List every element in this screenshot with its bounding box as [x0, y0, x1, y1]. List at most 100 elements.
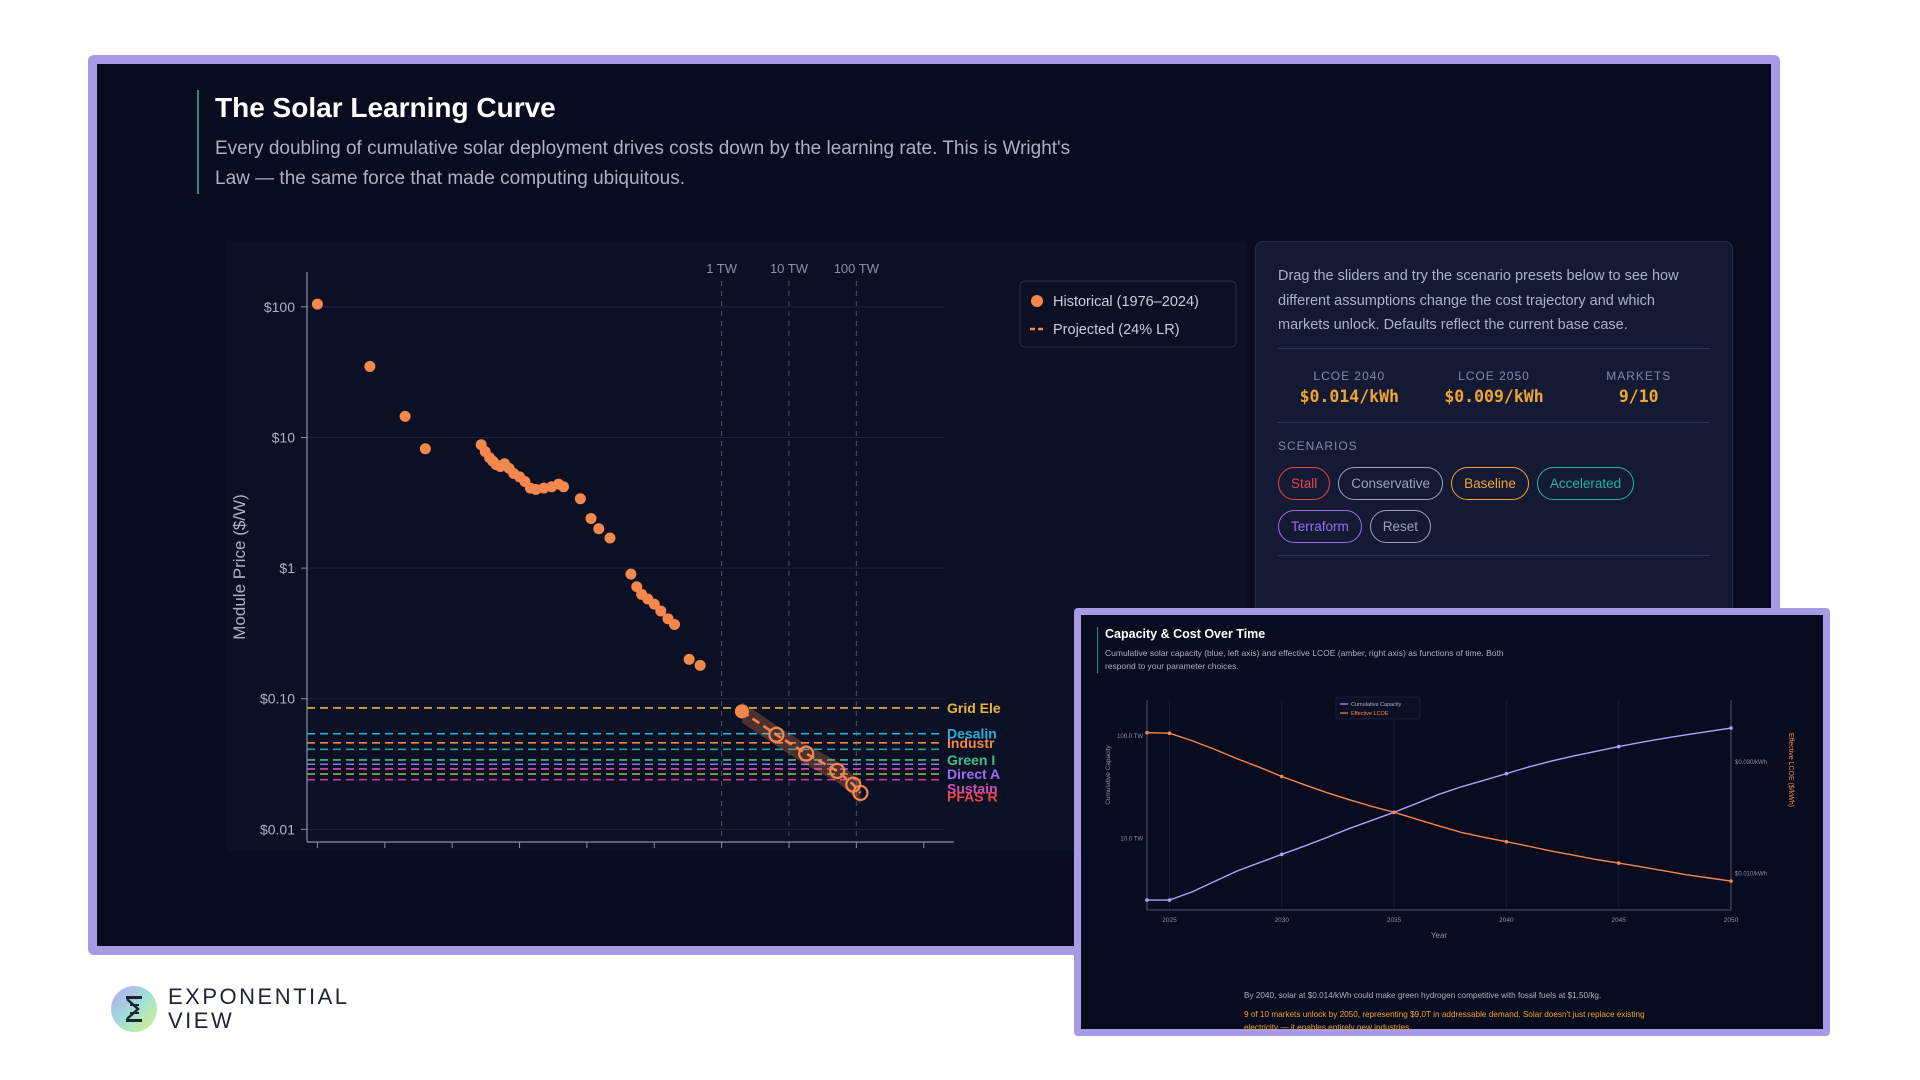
capacity-point [1616, 744, 1621, 749]
capacity-cost-panel: 2025 2030 2035 2040 2045 2050 100.0 TW 10.0 TW $… [1074, 608, 1830, 1036]
kpi-value: 9/10 [1618, 386, 1659, 406]
kpi-markets: MARKETS 9/10 [1567, 369, 1710, 406]
inset-title: Capacity & Cost Over Time [1105, 627, 1266, 641]
tw-marker-label: 10 TW [770, 261, 809, 276]
legend-lcoe-label: Effective LCOE [1351, 711, 1389, 717]
capacity-point [1167, 898, 1172, 902]
x-axis-title: Year [1431, 931, 1448, 940]
historical-point [683, 653, 695, 665]
logo-line-1: EXPONENTIAL [168, 984, 350, 1009]
preset-terraform-button[interactable]: Terraform [1278, 509, 1362, 543]
legend-box [1335, 696, 1421, 720]
x-tick-label: 2040 [1499, 917, 1514, 924]
preset-baseline-button[interactable]: Baseline [1451, 466, 1529, 500]
market-threshold-label: PFAS R [947, 789, 998, 805]
x-tick-label: 2045 [1611, 917, 1626, 924]
preset-stall-button[interactable]: Stall [1278, 466, 1331, 500]
projected-point [768, 726, 785, 743]
capacity-point [1504, 771, 1509, 776]
historical-point [694, 659, 706, 671]
exponential-view-logo: EXPONENTIAL VIEW [110, 985, 350, 1033]
logo-text: EXPONENTIAL VIEW [168, 985, 350, 1033]
historical-point [399, 410, 411, 422]
left-tick-label: 100.0 TW [1117, 734, 1143, 740]
chart-legend: Historical (1976–2024) Projected (24% LR) [1019, 280, 1237, 348]
legend-historical-marker [1031, 295, 1043, 307]
y-tick-label: $0.10 [260, 691, 295, 707]
y-tick-label: $0.01 [260, 821, 295, 837]
preset-reset-button[interactable]: Reset [1369, 509, 1432, 543]
x-tick-label: 2050 [1724, 917, 1739, 924]
right-tick-label: $0.030/kWh [1735, 760, 1767, 766]
projected-point [829, 762, 846, 780]
scenario-presets: Stall Conservative Baseline Accelerated … [1278, 466, 1718, 545]
historical-point [669, 619, 681, 631]
historical-point [585, 512, 597, 524]
lcoe-point [1504, 839, 1509, 844]
historical-point [558, 481, 570, 493]
capacity-line [1147, 727, 1732, 901]
historical-point [648, 598, 660, 610]
historical-point [625, 568, 637, 580]
historical-point [311, 298, 323, 310]
historical-point [604, 532, 616, 544]
right-axis-title: Effective LCOE ($/kWh) [1787, 733, 1794, 807]
lcoe-line [1146, 731, 1732, 882]
divider [1278, 347, 1710, 349]
right-tick-label: $0.010/kWh [1735, 872, 1767, 878]
x-tick-label: 2035 [1387, 917, 1402, 924]
kpi-label: LCOE 2050 [1458, 368, 1530, 383]
exponential-view-logo-icon [111, 986, 157, 1032]
lcoe-point [1392, 810, 1396, 815]
projected-line [741, 710, 862, 794]
kpi-row: LCOE 2040 $0.014/kWh LCOE 2050 $0.009/kW… [1278, 359, 1710, 412]
inset-subtitle: Cumulative solar capacity (blue, left ax… [1105, 648, 1504, 671]
markets-note: 9 of 10 markets unlock by 2050, represen… [1244, 1010, 1645, 1032]
inset-legend: Cumulative Capacity Effective LCOE [1335, 696, 1421, 720]
left-tick-label: 10.0 TW [1120, 836, 1143, 842]
inset-notes: By 2040, solar at $0.014/kWh could make … [1244, 989, 1664, 1034]
x-tick-label: 2030 [1275, 917, 1290, 924]
header: The Solar Learning Curve Every doubling … [197, 90, 1077, 194]
y-tick-label: $10 [272, 429, 296, 445]
projected-point [798, 745, 815, 762]
legend-historical-label: Historical (1976–2024) [1053, 294, 1199, 310]
capacity-cost-chart: 2025 2030 2035 2040 2045 2050 100.0 TW 10.0 TW $… [1105, 696, 1794, 940]
page-subtitle: Every doubling of cumulative solar deplo… [215, 138, 1071, 189]
historical-point [574, 493, 586, 505]
tw-marker-label: 1 TW [706, 261, 738, 276]
capacity-point [1145, 898, 1149, 902]
controls-intro: Drag the sliders and try the scenario pr… [1278, 268, 1679, 333]
kpi-lcoe-2050: LCOE 2050 $0.009/kWh [1423, 369, 1566, 406]
capacity-point [1729, 726, 1733, 730]
left-axis-title: Cumulative Capacity [1105, 744, 1112, 804]
projected-point [852, 784, 869, 802]
market-threshold-label: Grid Ele [947, 700, 1001, 716]
lcoe-point [1167, 731, 1172, 736]
preset-conservative-button[interactable]: Conservative [1338, 466, 1444, 500]
page-title: The Solar Learning Curve [215, 92, 556, 123]
kpi-label: MARKETS [1606, 368, 1672, 383]
divider [1278, 421, 1710, 423]
divider [1278, 554, 1710, 556]
scenarios-label: SCENARIOS [1278, 438, 1358, 453]
y-tick-label: $1 [279, 560, 295, 576]
historical-point [655, 605, 667, 617]
tw-marker-label: 100 TW [834, 261, 880, 276]
market-threshold-label: Green I [947, 752, 995, 768]
market-threshold-label: Sustain [947, 781, 998, 797]
preset-accelerated-button[interactable]: Accelerated [1536, 466, 1635, 500]
historical-point [593, 523, 605, 535]
projection-band [741, 701, 861, 805]
lcoe-point [1616, 861, 1621, 865]
projected-point [734, 704, 749, 719]
historical-point [419, 443, 431, 455]
inset-header: Capacity & Cost Over Time Cumulative sol… [1097, 627, 1517, 673]
kpi-lcoe-2040: LCOE 2040 $0.014/kWh [1278, 369, 1421, 406]
market-threshold-label: Direct A [947, 766, 1000, 782]
kpi-value: $0.009/kWh [1444, 386, 1544, 406]
lcoe-point [1145, 730, 1149, 735]
kpi-label: LCOE 2040 [1313, 368, 1386, 383]
legend-projected-label: Projected (24% LR) [1053, 322, 1180, 338]
x-tick-label: 2025 [1162, 917, 1177, 924]
